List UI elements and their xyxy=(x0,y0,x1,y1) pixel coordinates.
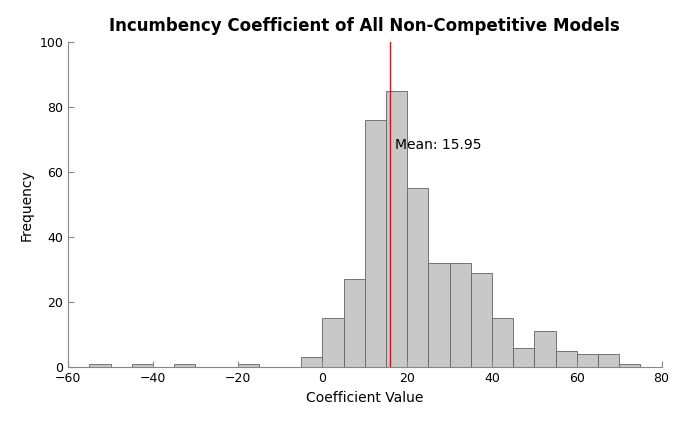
Bar xyxy=(492,318,513,367)
Bar xyxy=(323,318,344,367)
Bar xyxy=(428,263,449,367)
Text: Mean: 15.95: Mean: 15.95 xyxy=(394,138,481,152)
Bar xyxy=(132,364,153,367)
Bar xyxy=(577,354,598,367)
Bar xyxy=(556,351,577,367)
Bar xyxy=(365,120,386,367)
Bar xyxy=(471,273,492,367)
Bar xyxy=(238,364,259,367)
Bar xyxy=(513,348,535,367)
Bar xyxy=(344,279,365,367)
Bar xyxy=(535,331,556,367)
Bar xyxy=(449,263,471,367)
Bar xyxy=(386,91,407,367)
Bar xyxy=(619,364,640,367)
Bar xyxy=(598,354,619,367)
X-axis label: Coefficient Value: Coefficient Value xyxy=(306,390,424,405)
Y-axis label: Frequency: Frequency xyxy=(20,169,34,241)
Title: Incumbency Coefficient of All Non-Competitive Models: Incumbency Coefficient of All Non-Compet… xyxy=(110,17,620,35)
Bar xyxy=(301,357,323,367)
Bar xyxy=(174,364,195,367)
Bar xyxy=(407,188,428,367)
Bar xyxy=(89,364,110,367)
